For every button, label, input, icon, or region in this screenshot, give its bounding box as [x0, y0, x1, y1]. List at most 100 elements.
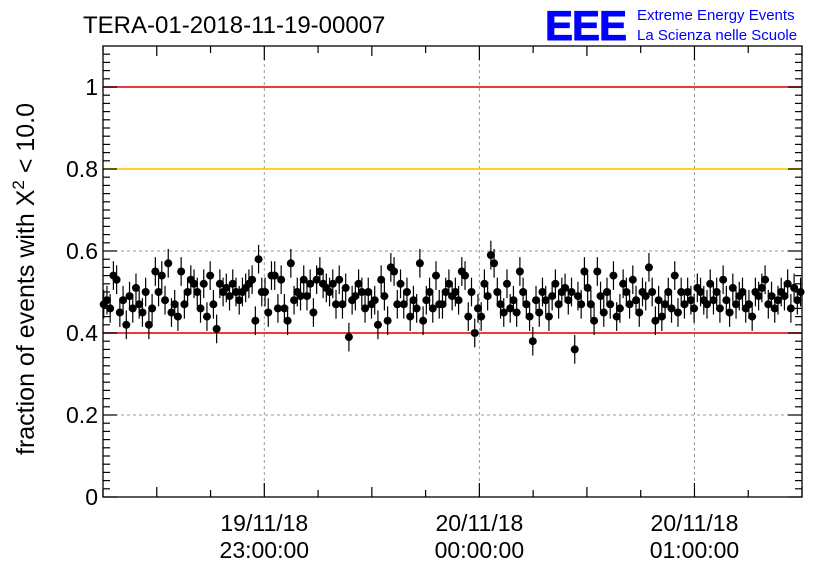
data-point [357, 288, 366, 296]
data-point [370, 296, 379, 305]
eee-logo: EEE Extreme Energy Events La Scienza nel… [545, 2, 798, 50]
plot-frame [102, 45, 803, 498]
data-point [703, 300, 712, 309]
data-point [412, 304, 421, 313]
data-point [477, 312, 486, 321]
data-point [712, 288, 721, 296]
data-point [496, 300, 505, 309]
y-axis-label-tail: < 10.0 [12, 103, 40, 180]
data-point [780, 292, 789, 301]
data-point [683, 288, 692, 296]
data-point [661, 300, 670, 309]
data-point [609, 271, 618, 280]
data-point [554, 300, 563, 309]
data-point [680, 300, 689, 309]
data-point [641, 292, 650, 301]
data-point [225, 292, 234, 301]
data-point [512, 308, 521, 317]
x-tick-date-label: 20/11/18 [435, 510, 523, 536]
data-point [622, 288, 631, 296]
data-point [419, 316, 428, 325]
x-tick-date-label: 20/11/18 [651, 510, 739, 536]
data-point [209, 300, 218, 309]
data-point [648, 288, 657, 296]
data-point [651, 316, 660, 325]
data-point [438, 300, 447, 309]
data-point [612, 312, 621, 321]
data-point [541, 296, 550, 305]
data-point [306, 279, 315, 288]
data-point [528, 337, 537, 346]
data-point [138, 308, 147, 317]
data-point [583, 283, 592, 292]
data-point [515, 267, 524, 276]
data-point [141, 288, 150, 296]
data-point [625, 300, 634, 309]
logo-line-2: La Scienza nelle Scuole [637, 27, 797, 44]
y-axis-label-superscript: 2 [9, 180, 28, 189]
data-point [167, 308, 176, 317]
data-point [125, 292, 134, 301]
y-tick-label: 0 [85, 484, 98, 510]
data-point [364, 288, 373, 296]
data-point [402, 288, 411, 296]
data-point [332, 300, 340, 309]
y-tick-label: 0.6 [66, 238, 98, 264]
data-point [215, 279, 224, 288]
data-point [196, 304, 205, 313]
run-title: TERA-01-2018-11-19-00007 [83, 12, 385, 39]
data-point [193, 288, 202, 296]
data-point [667, 304, 676, 313]
data-point [509, 296, 518, 305]
data-point [157, 271, 166, 280]
data-point [202, 312, 211, 321]
data-point [786, 304, 795, 313]
data-point [199, 279, 208, 288]
data-point [399, 300, 408, 309]
data-point [380, 292, 389, 301]
data-point [422, 296, 431, 305]
data-point [690, 304, 699, 313]
data-point [548, 292, 557, 301]
data-point [173, 312, 182, 321]
data-point [532, 296, 541, 305]
data-point [115, 308, 124, 317]
data-point [519, 288, 528, 296]
data-point [154, 288, 163, 296]
data-point [396, 279, 405, 288]
data-point [148, 304, 157, 313]
data-point [312, 275, 321, 284]
data-point [506, 304, 515, 313]
data-point [128, 304, 137, 313]
data-point [757, 283, 766, 292]
data-point [454, 296, 463, 305]
data-point [135, 300, 144, 309]
data-point [254, 255, 263, 264]
data-point [715, 304, 724, 313]
data-point [738, 288, 747, 296]
data-point [764, 300, 773, 309]
x-tick-date-label: 19/11/18 [220, 510, 308, 536]
data-point [144, 320, 153, 329]
data-point [722, 296, 731, 305]
data-point [344, 333, 353, 342]
data-point [615, 304, 624, 313]
data-point [490, 259, 499, 268]
data-point [570, 345, 579, 354]
data-point [251, 316, 260, 325]
data-point [470, 329, 479, 337]
data-point [261, 288, 270, 296]
data-point [686, 296, 695, 305]
data-point [628, 275, 637, 284]
data-point [754, 292, 763, 301]
data-point [606, 300, 615, 309]
data-point [522, 300, 531, 309]
data-point [302, 292, 311, 301]
data-point [425, 288, 434, 296]
data-point [428, 304, 437, 313]
data-point [657, 312, 666, 321]
data-point [190, 279, 199, 288]
data-point [644, 263, 653, 272]
data-point [415, 259, 424, 268]
data-point [286, 259, 295, 268]
